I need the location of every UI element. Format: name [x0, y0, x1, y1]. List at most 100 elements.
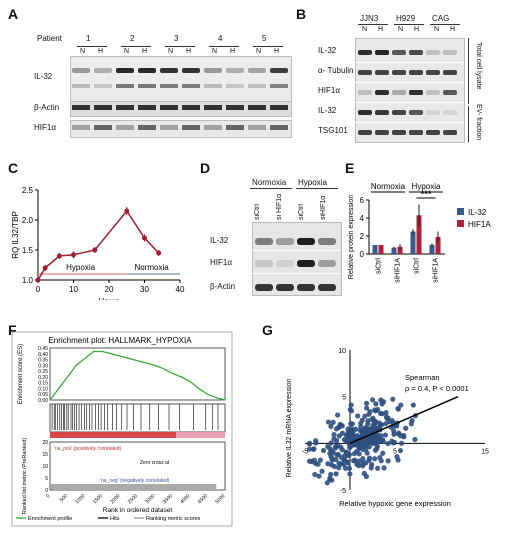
blot-hif-a — [70, 120, 292, 138]
scatter-point — [360, 456, 366, 462]
condition-N-1: N — [80, 48, 86, 55]
cell-line-underline-JJN3 — [358, 24, 388, 25]
group-normoxia-underline — [250, 188, 292, 189]
es-frame — [49, 347, 226, 401]
scatter-point — [334, 452, 340, 458]
y-tick-label: 5 — [342, 395, 346, 402]
data-point — [42, 265, 48, 271]
scatter-point — [401, 432, 407, 439]
scatter-point — [372, 456, 378, 462]
scatter-point — [364, 450, 370, 456]
scatter-point — [355, 413, 361, 419]
x-tick-label: siCtrl — [376, 258, 383, 274]
scatter-point — [316, 473, 322, 479]
scatter-point — [375, 465, 381, 471]
fit-line — [349, 395, 459, 445]
legend-hits: Hits — [110, 516, 120, 522]
band-hif-a-3 — [138, 125, 156, 130]
band-d-1-2 — [297, 260, 315, 267]
band-hif-a-7 — [226, 125, 244, 130]
band-hif-a-0 — [72, 125, 90, 130]
band-b-0-3 — [409, 50, 423, 55]
band-b-2-5 — [443, 90, 457, 95]
scatter-point — [363, 400, 370, 406]
label-negative: 'na_neg' (negatively correlated) — [100, 478, 170, 484]
band-d-1-1 — [276, 260, 294, 267]
panel-label-g: G — [262, 322, 273, 338]
y-tick-label: 10 — [338, 348, 346, 355]
panel-label-a: A — [8, 6, 19, 22]
scatter-point — [354, 461, 360, 467]
cell-line-CAG: CAG — [432, 14, 450, 23]
x-tick-label: siHIF1A — [433, 258, 440, 283]
condition-H-JJN3: H — [378, 26, 384, 33]
lane-label-d-2: siCtrl — [298, 204, 305, 220]
scatter-point — [332, 445, 338, 451]
band-b-2-4 — [426, 90, 440, 95]
band-actin-a-2 — [116, 105, 134, 110]
condition-H-2: H — [142, 48, 148, 55]
es-tick-label: 0.25 — [38, 369, 48, 375]
scatter-point — [343, 449, 350, 455]
heat-strip-mid — [176, 432, 225, 438]
scatter-point — [361, 426, 368, 432]
band-d-2-1 — [276, 284, 294, 291]
band-il32-a-1 — [94, 68, 112, 73]
condition-H-5: H — [274, 48, 280, 55]
condition-H-3: H — [186, 48, 192, 55]
significance-label: *** — [421, 189, 432, 199]
row-label-b-2: HIF1α — [318, 86, 340, 95]
scatter-point — [330, 419, 336, 425]
panel-label-e: E — [345, 160, 355, 176]
scatter-point — [348, 421, 354, 427]
row-label-b-0: IL-32 — [318, 46, 337, 55]
row-label-d-0: IL-32 — [210, 236, 229, 245]
patient-number-4: 4 — [218, 34, 223, 43]
scatter-point — [372, 447, 379, 453]
scatter-point — [410, 402, 416, 408]
annotation-hypoxia: Hypoxia — [66, 263, 95, 272]
x-tick-label: -5 — [302, 448, 308, 455]
band-actin-a-4 — [160, 105, 178, 110]
condition-N-3: N — [168, 48, 174, 55]
scatter-point — [363, 405, 370, 411]
scatter-point — [347, 406, 353, 413]
group-normoxia-d: Normoxia — [252, 178, 287, 187]
x-tick-label: 10 — [69, 285, 78, 294]
x-tick-label: 500 — [59, 493, 69, 503]
band-hif-a-9 — [270, 125, 288, 130]
band-actin-a-9 — [270, 105, 288, 110]
y-tick-label: 0 — [360, 250, 365, 259]
es-axis-label: Enrichment score (ES) — [18, 344, 24, 404]
y-tick-label: 6 — [360, 196, 365, 205]
band-b-3-5 — [443, 110, 457, 115]
group-hypoxia-underline — [296, 188, 338, 189]
scatter-point — [317, 457, 323, 463]
scatter-point — [396, 430, 402, 436]
band-b-4-5 — [443, 130, 457, 135]
band-actin-a-3 — [138, 105, 156, 110]
x-tick-label: 20 — [105, 285, 114, 294]
scatter-point — [325, 419, 332, 425]
band-hif-a-1 — [94, 125, 112, 130]
condition-N-5: N — [256, 48, 262, 55]
cell-line-underline-H929 — [394, 24, 424, 25]
patient-label: Patient — [37, 34, 62, 43]
band-actin-a-6 — [204, 105, 222, 110]
group-hypoxia-d: Hypoxia — [298, 178, 327, 187]
patient-number-3: 3 — [174, 34, 179, 43]
scatter-point — [394, 454, 400, 460]
scatter-point — [391, 428, 397, 434]
data-point — [35, 277, 41, 283]
y-tick-label: 2 — [360, 232, 365, 241]
x-axis-label: Hours — [98, 297, 119, 300]
scatter-point — [373, 401, 379, 407]
x-tick-label: siHIF1A — [395, 258, 402, 283]
scatter-point — [313, 438, 319, 444]
band-d-1-0 — [255, 260, 273, 267]
bar-HIF1A — [397, 246, 403, 254]
band-b-2-0 — [358, 90, 372, 95]
scatter-point — [385, 458, 391, 464]
es-tick-label: 0.45 — [38, 346, 48, 352]
bar-IL-32 — [410, 231, 416, 254]
